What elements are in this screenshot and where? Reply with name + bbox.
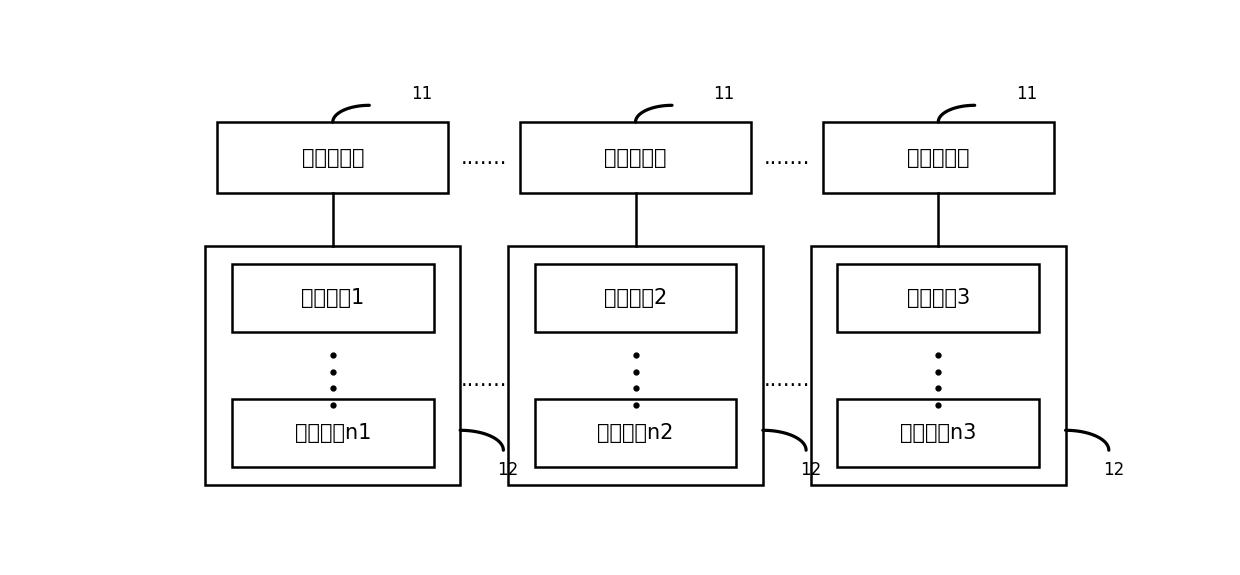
Text: 12: 12 [497, 461, 518, 480]
Bar [508, 246, 763, 485]
Bar [811, 246, 1065, 485]
Bar [823, 122, 1054, 193]
Bar [521, 122, 751, 193]
Text: 11: 11 [713, 85, 734, 103]
Text: 冷却子系统: 冷却子系统 [906, 148, 970, 167]
Text: .......: ....... [461, 370, 507, 390]
Bar [206, 246, 460, 485]
Bar [534, 399, 737, 467]
Text: 发热部件n2: 发热部件n2 [598, 423, 673, 443]
Text: 发热部件3: 发热部件3 [906, 288, 970, 308]
Text: 11: 11 [410, 85, 432, 103]
Text: .......: ....... [764, 370, 810, 390]
Text: .......: ....... [764, 148, 810, 167]
Bar [232, 264, 434, 332]
Bar [217, 122, 448, 193]
Bar [534, 264, 737, 332]
Text: 发热部件n1: 发热部件n1 [295, 423, 371, 443]
Text: 11: 11 [1016, 85, 1038, 103]
Text: 12: 12 [1102, 461, 1125, 480]
Text: 冷却子系统: 冷却子系统 [604, 148, 667, 167]
Bar [232, 399, 434, 467]
Text: .......: ....... [461, 148, 507, 167]
Bar [837, 399, 1039, 467]
Bar [837, 264, 1039, 332]
Text: 发热部件1: 发热部件1 [301, 288, 365, 308]
Text: 12: 12 [800, 461, 822, 480]
Text: 发热部件2: 发热部件2 [604, 288, 667, 308]
Text: 冷却子系统: 冷却子系统 [301, 148, 365, 167]
Text: 发热部件n3: 发热部件n3 [900, 423, 976, 443]
